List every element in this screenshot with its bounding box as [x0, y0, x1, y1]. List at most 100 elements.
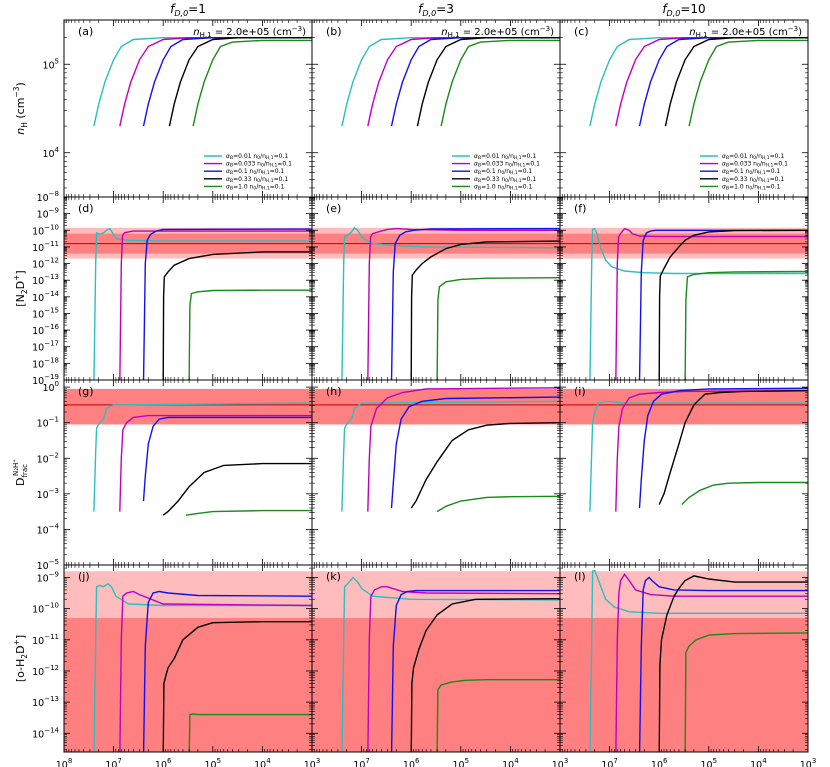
series-line-b001 [93, 37, 312, 127]
x-tick-label: 106 [403, 757, 420, 767]
series-line-b01 [142, 416, 312, 502]
panel-letter: (k) [326, 570, 341, 583]
observed-band-outer [312, 571, 560, 618]
y-tick-label: 104 [42, 146, 59, 160]
series-line-b10 [436, 495, 560, 513]
y-tick-label: 10−9 [37, 570, 59, 584]
panel-background [560, 20, 808, 197]
series-line-b033 [664, 37, 808, 127]
panel-letter: (d) [78, 202, 94, 215]
legend-entry: αB=1.0 n0/nH,1=0.1 [722, 183, 780, 191]
legend-entry: αB=0.01 n0/nH,1=0.1 [474, 153, 536, 161]
series-line-b10 [188, 713, 312, 752]
series-line-b033 [168, 37, 312, 127]
y-axis-label: nH (cm−3) [12, 82, 29, 135]
series-line-b001 [93, 402, 312, 512]
series-line-b10 [684, 270, 808, 380]
column-title: fD,0=1 [170, 2, 206, 18]
series-line-b0033 [119, 414, 312, 512]
series-line-b033 [658, 575, 808, 752]
x-tick-label: 103 [552, 757, 569, 767]
y-tick-label: 10−13 [32, 273, 59, 287]
series-line-b10 [188, 289, 312, 380]
series-line-b0033 [367, 586, 560, 752]
series-line-b0033 [615, 573, 808, 752]
series-line-b033 [410, 598, 560, 752]
x-tick-label: 107 [353, 757, 370, 767]
legend-entry: αB=0.033 n0/nH,1=0.1 [474, 161, 540, 169]
series-line-b01 [638, 387, 808, 509]
series-line-b01 [638, 229, 808, 380]
x-tick-label: 103 [800, 757, 817, 767]
series-line-b0033 [119, 37, 312, 127]
y-tick-label: 10−2 [37, 451, 59, 465]
legend-entry: αB=0.033 n0/nH,1=0.1 [722, 161, 788, 169]
series-line-b01 [638, 576, 808, 752]
series-line-b033 [162, 462, 312, 516]
series-line-b0033 [615, 37, 808, 127]
y-tick-label: 10−14 [32, 290, 59, 304]
legend-entry: αB=0.1 n0/nH,1=0.1 [474, 168, 532, 176]
series-line-b001 [589, 227, 808, 380]
y-tick-label: 10−5 [37, 558, 59, 572]
y-axis-label: DfracN₂H⁺ [12, 459, 29, 486]
legend-entry: αB=0.01 n0/nH,1=0.1 [226, 153, 288, 161]
y-tick-label: 10−15 [32, 306, 59, 320]
y-tick-label: 10−10 [32, 223, 59, 237]
observed-band-inner [560, 617, 808, 752]
legend-entry: αB=0.1 n0/nH,1=0.1 [226, 168, 284, 176]
observed-band-inner [312, 617, 560, 752]
y-tick-label: 10−4 [37, 522, 60, 536]
y-tick-label: 10−9 [37, 207, 59, 221]
series-line-b001 [589, 400, 808, 512]
panel-letter: (j) [78, 570, 90, 583]
series-line-b0033 [367, 227, 560, 380]
panel-letter: (b) [326, 25, 342, 38]
y-tick-label: 10−19 [32, 373, 59, 387]
x-tick-label: 105 [453, 757, 470, 767]
y-tick-label: 10−11 [32, 633, 59, 647]
series-line-b0033 [367, 387, 560, 512]
y-tick-label: 105 [42, 57, 59, 71]
series-line-b001 [341, 37, 560, 127]
y-axis-label: [N2D+] [12, 270, 29, 306]
panel-background [64, 197, 312, 380]
series-line-b033 [658, 390, 808, 505]
series-line-b001 [341, 226, 560, 380]
series-line-b0033 [367, 37, 560, 127]
x-tick-label: 106 [651, 757, 668, 767]
x-tick-label: 104 [750, 757, 767, 767]
x-tick-label: 103 [304, 757, 321, 767]
panel-background [64, 20, 312, 197]
column-title: fD,0=10 [662, 2, 705, 18]
series-line-b033 [162, 251, 312, 380]
legend-entry: αB=0.33 n0/nH,1=0.1 [474, 176, 536, 184]
panel-frame [559, 564, 809, 753]
legend-entry: αB=0.1 n0/nH,1=0.1 [722, 168, 780, 176]
x-tick-label: 107 [105, 757, 122, 767]
y-tick-label: 10−3 [37, 487, 59, 501]
panel-background [312, 197, 560, 380]
legend-entry: αB=0.01 n0/nH,1=0.1 [722, 153, 784, 161]
density-annotation: nH,1 = 2.0e+05 (cm−3) [441, 25, 554, 39]
series-line-b10 [436, 277, 560, 380]
panel-letter: (l) [574, 570, 586, 583]
legend-entry: αB=0.33 n0/nH,1=0.1 [226, 176, 288, 184]
y-tick-label: 10−14 [32, 726, 59, 740]
series-line-b01 [390, 589, 560, 752]
series-line-b01 [142, 590, 312, 752]
series-line-b10 [684, 632, 808, 752]
density-annotation: nH,1 = 2.0e+05 (cm−3) [193, 25, 306, 39]
panel-letter: (c) [574, 25, 589, 38]
y-tick-label: 10−12 [32, 257, 59, 271]
y-tick-label: 10−18 [32, 356, 59, 370]
legend-entry: αB=0.33 n0/nH,1=0.1 [722, 176, 784, 184]
column-title: fD,0=3 [418, 2, 454, 18]
y-tick-label: 10−8 [37, 190, 59, 204]
series-line-b01 [390, 227, 560, 380]
observed-band-inner [560, 388, 808, 425]
panel-background [560, 197, 808, 380]
series-line-b033 [658, 229, 808, 380]
legend-entry: αB=1.0 n0/nH,1=0.1 [226, 183, 284, 191]
y-tick-label: 10−11 [32, 240, 59, 254]
